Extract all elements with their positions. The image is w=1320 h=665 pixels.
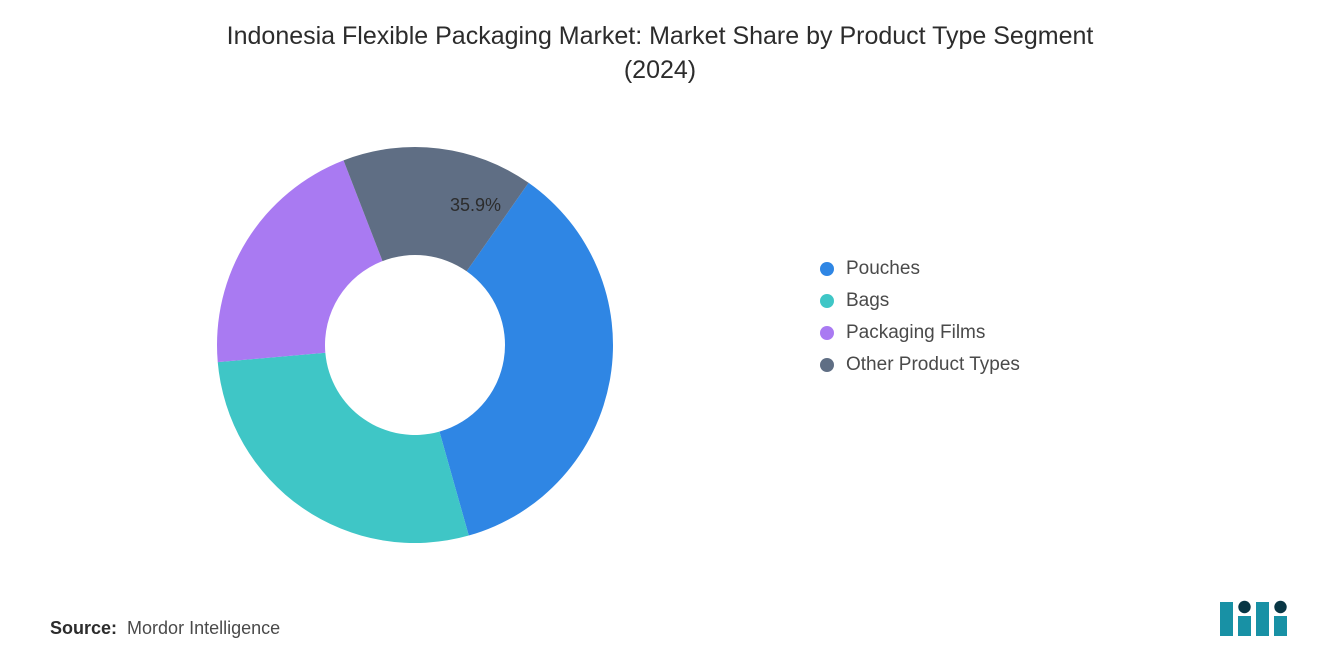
source-line: Source: Mordor Intelligence	[50, 618, 280, 639]
title-line-1: Indonesia Flexible Packaging Market: Mar…	[227, 22, 1094, 50]
legend-label: Bags	[846, 290, 889, 312]
legend-item: Bags	[820, 290, 1020, 312]
legend-item: Packaging Films	[820, 322, 1020, 344]
chart-container: Indonesia Flexible Packaging Market: Mar…	[0, 0, 1320, 665]
legend-swatch	[820, 326, 834, 340]
legend-label: Pouches	[846, 258, 920, 280]
legend-swatch	[820, 358, 834, 372]
logo-svg	[1220, 592, 1290, 640]
legend-label: Packaging Films	[846, 322, 985, 344]
title-line-2: (2024)	[624, 56, 696, 84]
source-text: Mordor Intelligence	[127, 618, 280, 638]
legend-swatch	[820, 262, 834, 276]
donut-svg	[190, 120, 640, 570]
chart-title: Indonesia Flexible Packaging Market: Mar…	[0, 20, 1320, 88]
legend-item: Pouches	[820, 258, 1020, 280]
legend-swatch	[820, 294, 834, 308]
brand-logo	[1220, 592, 1290, 645]
donut-chart: 35.9%	[190, 120, 640, 570]
legend-label: Other Product Types	[846, 354, 1020, 376]
slice-value-label: 35.9%	[450, 195, 501, 216]
donut-slice	[218, 353, 469, 543]
legend: Pouches Bags Packaging Films Other Product …	[820, 258, 1020, 386]
source-prefix: Source:	[50, 618, 117, 638]
legend-item: Other Product Types	[820, 354, 1020, 376]
